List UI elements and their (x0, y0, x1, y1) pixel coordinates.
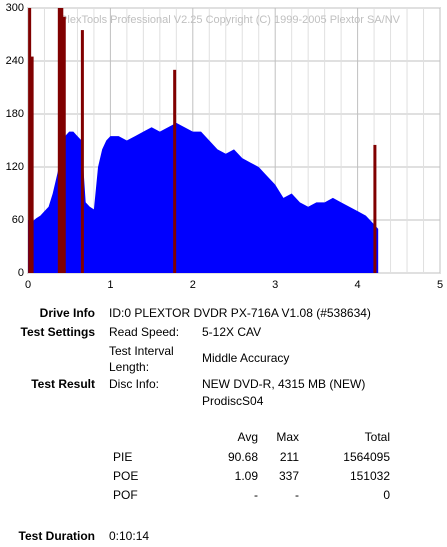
label: Read Speed: (109, 325, 180, 339)
y-tick-label: 60 (12, 214, 24, 226)
row-label: POE (113, 469, 139, 483)
poe-spike (60, 8, 64, 273)
cell: 90.68 (227, 450, 258, 464)
label: Length: (109, 360, 150, 374)
cell: - (295, 488, 299, 502)
value: ID:0 PLEXTOR DVDR PX-716A V1.08 (#538634… (109, 306, 371, 320)
poe-spike (373, 144, 377, 273)
chart: PlexTools Professional V2.25 Copyright (… (6, 2, 443, 291)
row-label: POF (113, 488, 138, 502)
x-tick-label: 4 (355, 279, 361, 291)
cell: 0 (383, 488, 390, 502)
cell: 337 (278, 469, 299, 483)
column-header: Avg (237, 430, 258, 444)
y-tick-label: 300 (6, 2, 24, 14)
cell: 151032 (349, 469, 390, 483)
y-tick-label: 180 (6, 108, 24, 120)
label: Disc Info: (109, 377, 160, 391)
cell: 1564095 (343, 450, 390, 464)
cell: - (254, 488, 258, 502)
x-tick-label: 3 (272, 279, 278, 291)
column-header: Total (364, 430, 390, 444)
x-tick-label: 2 (190, 279, 196, 291)
value: Middle Accuracy (202, 351, 290, 365)
poe-spike (57, 8, 61, 273)
value: 5-12X CAV (202, 325, 262, 339)
x-tick-label: 5 (437, 279, 443, 291)
poe-spike (30, 56, 34, 274)
pie-area (28, 122, 379, 273)
y-tick-label: 120 (6, 161, 24, 173)
label: Test Duration (18, 529, 95, 543)
poe-spike (28, 8, 32, 273)
label: Test Settings (20, 325, 95, 339)
x-tick-label: 1 (107, 279, 113, 291)
cell: 1.09 (234, 469, 258, 483)
value: NEW DVD-R, 4315 MB (NEW) (202, 377, 366, 391)
column-header: Max (276, 430, 299, 444)
poe-spike (62, 16, 66, 273)
value: 0:10:14 (109, 529, 150, 543)
watermark: PlexTools Professional V2.25 Copyright (… (60, 14, 401, 26)
label: Test Interval (109, 344, 174, 358)
poe-spike (80, 30, 84, 274)
label: Drive Info (39, 306, 95, 320)
poe-spike (173, 69, 177, 273)
value: ProdiscS04 (202, 394, 264, 408)
y-tick-label: 240 (6, 55, 24, 67)
row-label: PIE (113, 450, 133, 464)
label: Test Result (31, 377, 95, 391)
x-tick-label: 0 (25, 279, 31, 291)
cell: 211 (279, 450, 299, 464)
y-tick-label: 0 (18, 267, 24, 279)
